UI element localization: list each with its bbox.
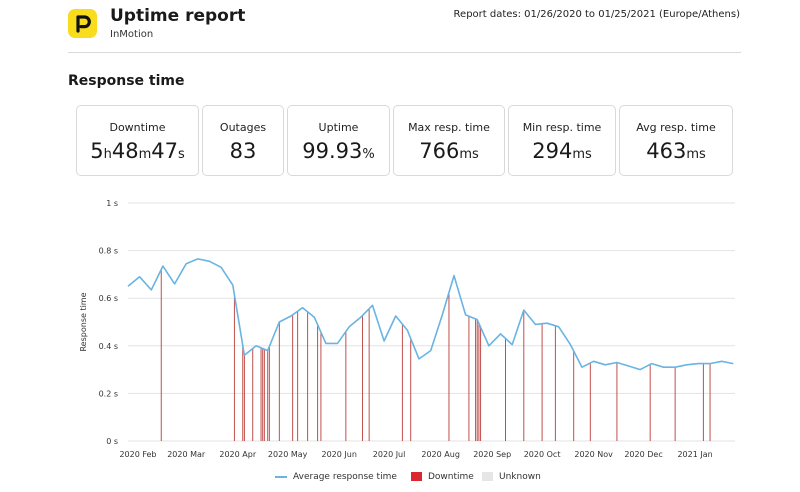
downtime-value: 5h48m47s [77, 139, 198, 163]
legend-label: Average response time [293, 472, 397, 482]
outages-card: Outages 83 [202, 105, 284, 176]
uptime-card: Uptime 99.93% [287, 105, 390, 176]
legend-box-swatch [411, 472, 422, 481]
downtime-seconds-unit: s [177, 147, 185, 162]
x-tick-label: 2021 Jan [677, 450, 712, 459]
min-resp-card: Min resp. time 294ms [508, 105, 616, 176]
page-title: Uptime report [110, 6, 246, 26]
y-tick-label: 0.2 s [99, 389, 118, 398]
average-response-line [127, 258, 734, 371]
downtime-minutes: 48 [111, 139, 139, 163]
uptime-value: 99.93% [288, 139, 389, 163]
y-axis-title: Response time [79, 292, 88, 351]
x-tick-label: 2020 Mar [167, 450, 206, 459]
downtime-seconds: 47 [151, 139, 178, 163]
min-resp-number: 294 [532, 139, 573, 163]
max-resp-card: Max resp. time 766ms [393, 105, 505, 176]
avg-resp-unit: ms [686, 147, 706, 162]
x-tick-label: 2020 Jul [373, 450, 406, 459]
app-logo [68, 9, 97, 38]
y-tick-label: 0.6 s [99, 294, 118, 303]
min-resp-label: Min resp. time [522, 121, 602, 134]
x-tick-label: 2020 Aug [421, 450, 460, 459]
max-resp-number: 766 [419, 139, 460, 163]
report-dates: Report dates: 01/26/2020 to 01/25/2021 (… [453, 9, 740, 20]
min-resp-unit: ms [572, 147, 592, 162]
avg-resp-number: 463 [646, 139, 687, 163]
y-tick-label: 0 s [106, 437, 118, 446]
legend-line-swatch [275, 475, 287, 478]
downtime-label: Downtime [109, 121, 166, 134]
legend-label: Unknown [499, 472, 541, 482]
uptime-number: 99.93 [302, 139, 363, 163]
uptime-label: Uptime [318, 121, 359, 134]
downtime-hours-unit: h [103, 147, 112, 162]
x-tick-label: 2020 May [268, 450, 308, 459]
p-letter-logo-icon [76, 15, 91, 33]
uptime-unit: % [362, 147, 375, 162]
avg-resp-value: 463ms [620, 139, 732, 163]
y-tick-label: 1 s [106, 199, 118, 208]
header-divider [68, 52, 741, 53]
legend-item-downtime[interactable]: Downtime [411, 472, 474, 482]
outages-value: 83 [229, 139, 257, 163]
legend-item-unknown[interactable]: Unknown [482, 472, 541, 482]
max-resp-unit: ms [459, 147, 479, 162]
y-tick-label: 0.4 s [99, 342, 118, 351]
outages-label: Outages [219, 121, 267, 134]
legend-box-swatch [482, 472, 493, 481]
x-tick-label: 2020 Dec [624, 450, 662, 459]
max-resp-value: 766ms [394, 139, 504, 163]
min-resp-value: 294ms [509, 139, 615, 163]
x-tick-label: 2020 Feb [119, 450, 156, 459]
legend-label: Downtime [428, 472, 474, 482]
max-resp-label: Max resp. time [408, 121, 490, 134]
y-tick-label: 0.8 s [99, 247, 118, 256]
downtime-hours: 5 [90, 139, 104, 163]
x-tick-label: 2020 Sep [473, 450, 511, 459]
x-tick-label: 2020 Nov [574, 450, 613, 459]
monitor-name: InMotion [110, 29, 154, 40]
x-tick-label: 2020 Oct [524, 450, 561, 459]
downtime-minutes-unit: m [138, 147, 152, 162]
section-title: Response time [68, 73, 185, 89]
response-time-chart: 0 s 0.2 s 0.4 s 0.6 s 0.8 s 1 s Response time 2… [79, 199, 735, 459]
legend-item-avg-response[interactable]: Average response time [275, 472, 397, 482]
x-tick-label: 2020 Jun [321, 450, 356, 459]
downtime-card: Downtime 5h48m47s [76, 105, 199, 176]
x-tick-label: 2020 Apr [219, 450, 256, 459]
avg-resp-label: Avg resp. time [636, 121, 716, 134]
avg-resp-card: Avg resp. time 463ms [619, 105, 733, 176]
